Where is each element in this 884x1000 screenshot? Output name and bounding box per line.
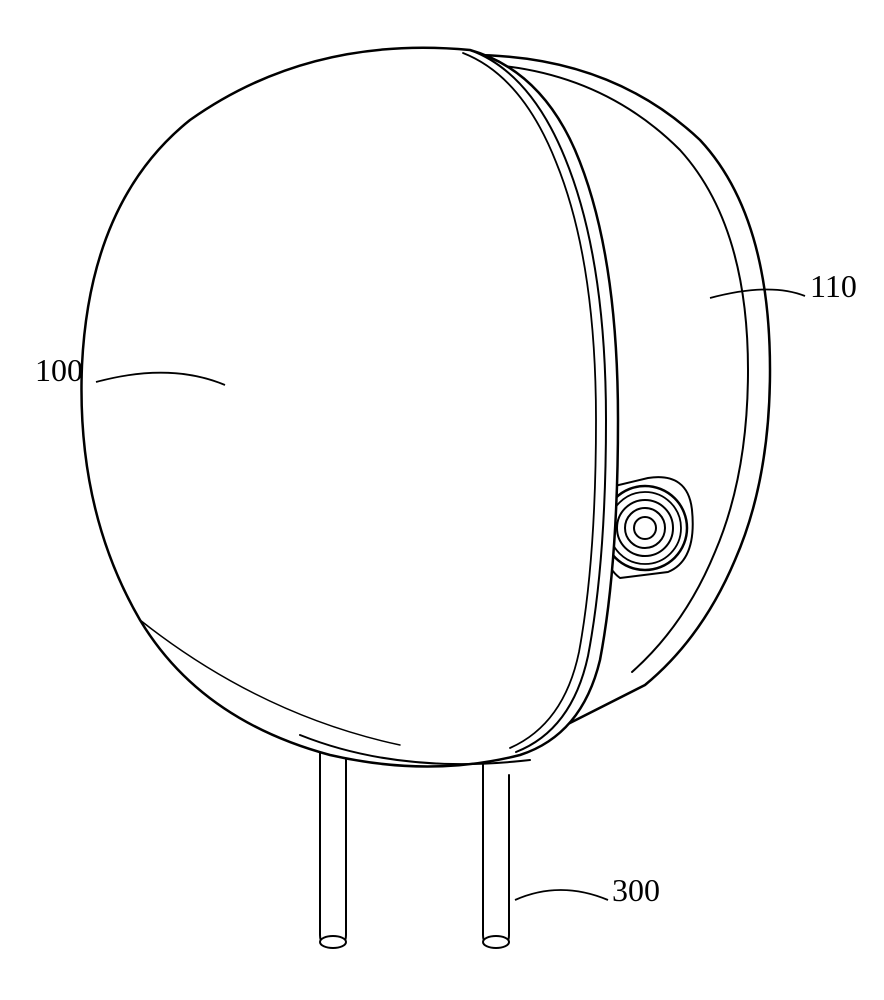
label-100: 100	[35, 352, 83, 389]
label-300: 300	[612, 872, 660, 909]
mounting-post-right	[483, 750, 509, 948]
label-110: 110	[810, 268, 857, 305]
leader-300	[515, 890, 608, 900]
patent-figure	[0, 0, 884, 1000]
front-cushion	[81, 48, 618, 767]
